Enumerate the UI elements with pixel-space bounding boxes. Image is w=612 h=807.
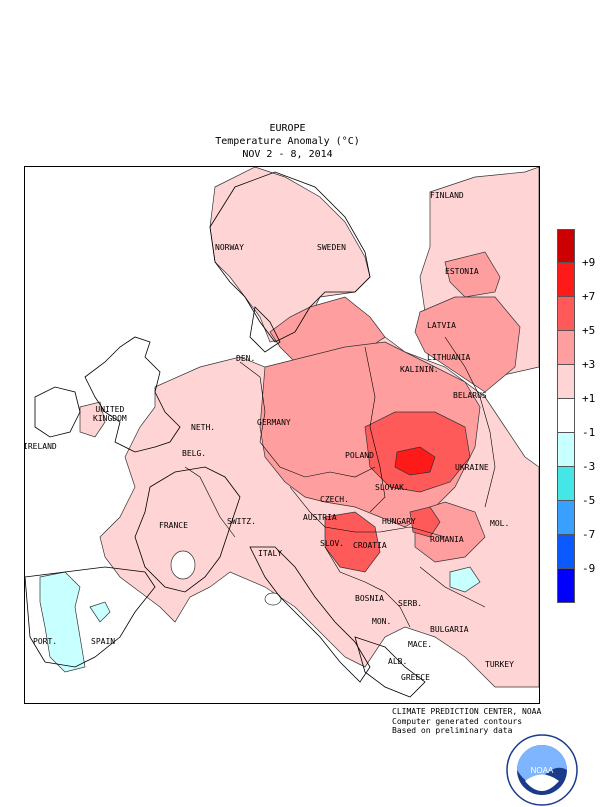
legend-swatch bbox=[557, 569, 575, 603]
country-label: UKRAINE bbox=[455, 463, 489, 472]
legend-label: +5 bbox=[582, 324, 596, 337]
credits-line-2: Computer generated contours bbox=[392, 716, 523, 726]
country-label: POLAND bbox=[345, 451, 374, 460]
map-title-variable: Temperature Anomaly (°C) bbox=[215, 136, 360, 147]
country-label: IRELAND bbox=[24, 442, 57, 451]
map-title-period: NOV 2 - 8, 2014 bbox=[242, 149, 333, 160]
legend-label: -5 bbox=[582, 494, 596, 507]
country-label: ESTONIA bbox=[445, 267, 479, 276]
coast-ireland bbox=[34, 386, 81, 438]
country-label: CROATIA bbox=[353, 541, 387, 550]
legend-swatch bbox=[557, 399, 575, 433]
legend-swatch bbox=[557, 263, 575, 297]
legend-swatch bbox=[557, 331, 575, 365]
fill-ireland-patch bbox=[79, 401, 106, 438]
credits-block: CLIMATE PREDICTION CENTER, NOAA Computer… bbox=[392, 707, 541, 736]
fill-france-neutral bbox=[170, 550, 196, 580]
map-title-region: EUROPE bbox=[269, 123, 306, 134]
legend-label: +9 bbox=[582, 256, 596, 269]
coast-france bbox=[134, 466, 241, 593]
country-label: GREECE bbox=[401, 673, 430, 682]
fill-italy-neutral bbox=[264, 592, 282, 606]
country-label: LITHUANIA bbox=[427, 353, 471, 362]
credits-line-3: Based on preliminary data bbox=[392, 726, 513, 735]
anomaly-fill-minus1 bbox=[39, 566, 481, 673]
fill-poland-hotspot bbox=[394, 446, 436, 476]
fill-slovenia-croatia bbox=[324, 511, 381, 573]
legend-swatch bbox=[557, 229, 575, 263]
country-label: SLOVAK. bbox=[375, 483, 409, 492]
country-label: ALB. bbox=[388, 657, 408, 666]
fill-black-sea-coast bbox=[449, 566, 481, 593]
coast-scandinavia bbox=[209, 171, 371, 343]
anomaly-fill-plus7 bbox=[394, 446, 436, 476]
coast-iberia bbox=[25, 566, 156, 668]
country-label: NETH. bbox=[191, 423, 216, 432]
country-label: HUNGARY bbox=[382, 517, 416, 526]
country-label: BOSNIA bbox=[355, 594, 384, 603]
country-label: BULGARIA bbox=[430, 625, 469, 634]
country-label: LATVIA bbox=[427, 321, 456, 330]
legend-swatch bbox=[557, 433, 575, 467]
legend-label: +7 bbox=[582, 290, 596, 303]
country-label: ITALY bbox=[258, 549, 283, 558]
country-label: ROMANIA bbox=[430, 535, 464, 544]
anomaly-map-canvas bbox=[25, 167, 539, 698]
coast-denmark bbox=[249, 306, 281, 353]
fill-portugal bbox=[39, 571, 86, 673]
legend-swatch bbox=[557, 535, 575, 569]
country-label: BELARUS bbox=[453, 391, 487, 400]
coastlines bbox=[25, 171, 426, 698]
country-label: KALININ. bbox=[400, 365, 439, 374]
country-label: DEN. bbox=[236, 354, 256, 363]
country-label: FINLAND bbox=[430, 191, 464, 200]
map-title-block: EUROPE Temperature Anomaly (°C) NOV 2 - … bbox=[0, 122, 575, 161]
coast-greece bbox=[354, 636, 426, 698]
country-label: MOL. bbox=[490, 519, 510, 528]
coast-italy bbox=[249, 546, 371, 683]
legend-label: -3 bbox=[582, 460, 596, 473]
country-label: MON. bbox=[372, 617, 392, 626]
country-label: NORWAY bbox=[215, 243, 244, 252]
legend-label: -9 bbox=[582, 562, 596, 575]
legend-label: +1 bbox=[582, 392, 596, 405]
credits-line-1: CLIMATE PREDICTION CENTER, NOAA bbox=[392, 707, 542, 716]
anomaly-map: FINLAND NORWAY SWEDEN ESTONIA LATVIA LITHUANI… bbox=[24, 166, 540, 704]
color-legend bbox=[557, 229, 575, 603]
legend-swatch bbox=[557, 501, 575, 535]
country-label: SLOV. bbox=[320, 539, 345, 548]
noaa-logo-text: NOAA bbox=[531, 766, 554, 775]
fill-belarus-latvia bbox=[414, 296, 521, 393]
anomaly-fill-plus3 bbox=[259, 251, 521, 563]
country-label: GERMANY bbox=[257, 418, 291, 427]
legend-swatch bbox=[557, 365, 575, 399]
noaa-logo-icon: NOAA bbox=[506, 734, 578, 806]
country-label: SPAIN bbox=[91, 637, 116, 646]
legend-label: +3 bbox=[582, 358, 596, 371]
country-label: MACE. bbox=[408, 640, 433, 649]
country-label: UNITED KINGDOM bbox=[93, 405, 127, 423]
country-label: CZECH. bbox=[320, 495, 349, 504]
country-label: AUSTRIA bbox=[303, 513, 337, 522]
legend-swatch bbox=[557, 467, 575, 501]
legend-label: -7 bbox=[582, 528, 596, 541]
legend-swatch bbox=[557, 297, 575, 331]
legend-label: -1 bbox=[582, 426, 596, 439]
country-label: TURKEY bbox=[485, 660, 514, 669]
country-label: SWITZ. bbox=[227, 517, 256, 526]
fill-romania-core bbox=[409, 506, 441, 538]
country-label: FRANCE bbox=[159, 521, 188, 530]
country-label: BELG. bbox=[182, 449, 207, 458]
borders bbox=[184, 336, 496, 628]
country-label: SERB. bbox=[398, 599, 423, 608]
country-label: PORT. bbox=[33, 637, 58, 646]
country-label: SWEDEN bbox=[317, 243, 346, 252]
fill-spain-patch bbox=[89, 601, 111, 623]
coast-great-britain bbox=[84, 336, 181, 453]
fill-estonia bbox=[444, 251, 501, 298]
